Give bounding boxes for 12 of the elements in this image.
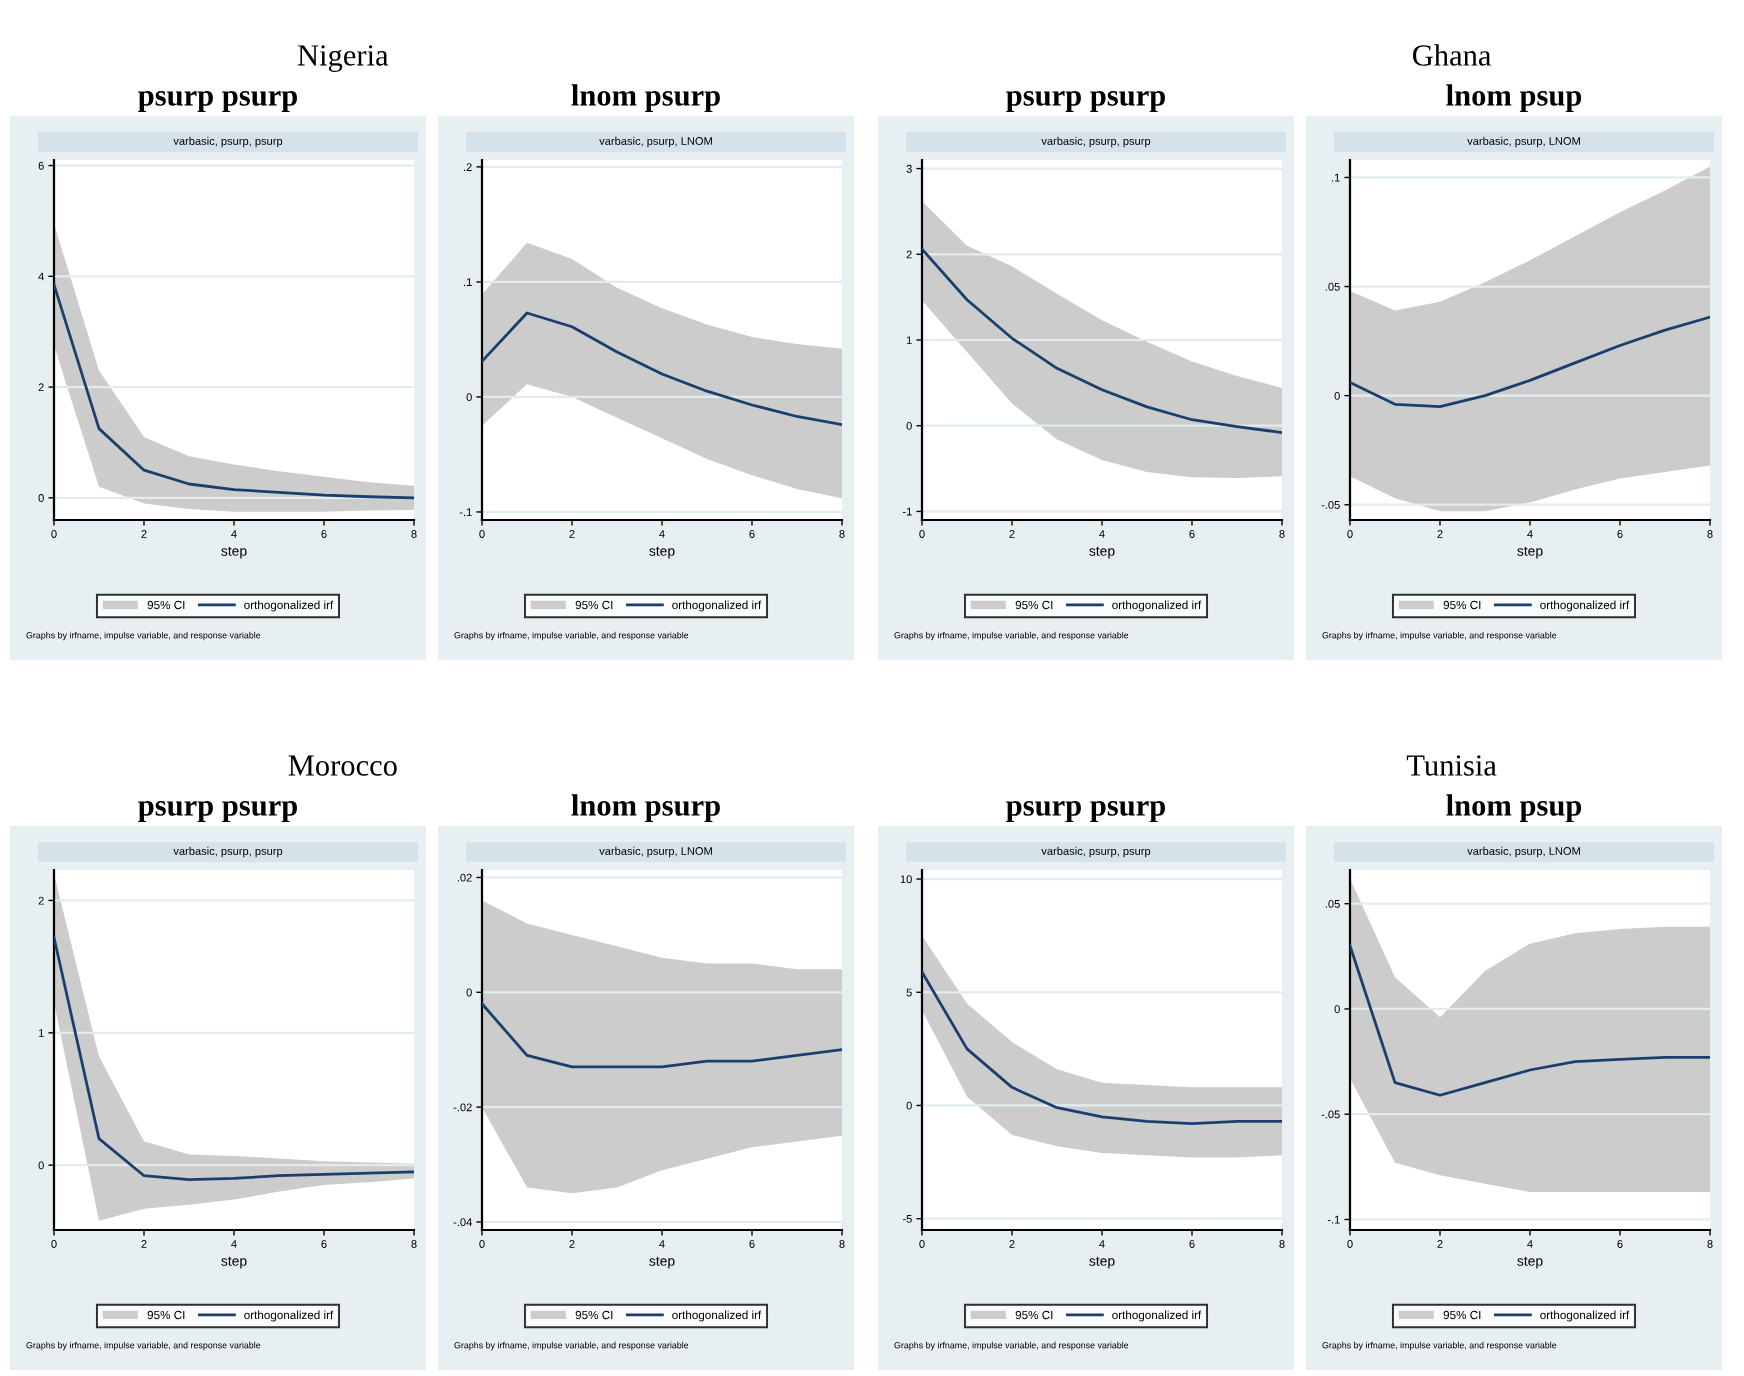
text: Tunisia xyxy=(1406,755,1497,776)
text: Ghana xyxy=(1412,44,1492,66)
chart-title: lnom psurp xyxy=(571,84,720,112)
chart-title: lnom psup xyxy=(1446,794,1582,822)
chart-title: lnom psup xyxy=(1446,84,1582,112)
chart-title: psurp psurp xyxy=(1006,91,1166,112)
chart-title: psurp psurp xyxy=(138,801,298,822)
text: Morocco xyxy=(288,755,397,776)
text: Nigeria xyxy=(297,45,389,72)
chart-title: psurp psurp xyxy=(138,91,298,112)
chart-title: psurp psurp xyxy=(1006,801,1166,822)
chart-title: lnom psurp xyxy=(571,794,720,822)
